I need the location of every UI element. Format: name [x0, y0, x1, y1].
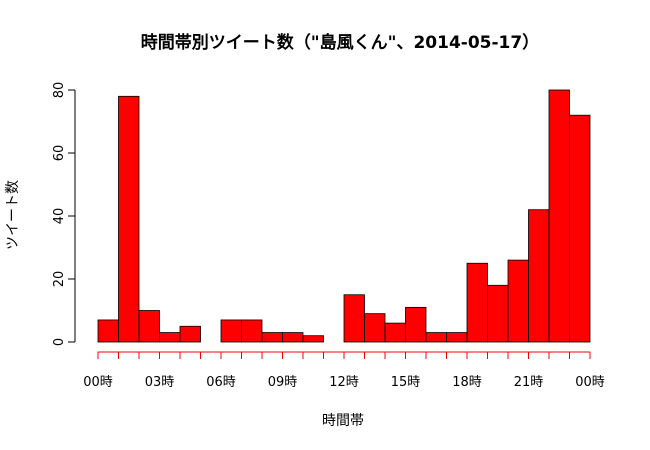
- bar-hour-22: [548, 89, 570, 343]
- y-tick-label-80: 80: [52, 82, 67, 99]
- x-tick-label-2: 06時: [206, 375, 236, 390]
- bar-hour-23: [569, 114, 591, 343]
- x-tick-label-7: 21時: [514, 375, 544, 390]
- bars-group: [97, 89, 591, 343]
- y-tick-label-60: 60: [52, 145, 67, 162]
- x-tick-label-3: 09時: [268, 375, 298, 390]
- bar-hour-15: [405, 306, 427, 343]
- bar-hour-14: [384, 322, 406, 343]
- bar-hour-8: [261, 332, 283, 343]
- x-tick-label-6: 18時: [452, 375, 482, 390]
- bar-hour-9: [282, 332, 304, 343]
- bar-hour-13: [364, 313, 386, 343]
- bar-hour-0: [97, 319, 119, 343]
- y-axis: 0 20 40 60 80: [52, 82, 76, 346]
- y-tick-label-20: 20: [52, 271, 67, 288]
- bar-hour-10: [302, 335, 324, 343]
- bar-hour-19: [487, 284, 509, 343]
- bar-hour-3: [159, 332, 181, 343]
- x-axis: 00時 03時 06時 09時 12時 15時 18時 21時 00時: [83, 351, 605, 390]
- bar-hour-4: [179, 325, 201, 343]
- bar-hour-2: [138, 310, 160, 343]
- y-axis-label: ツイート数: [5, 180, 21, 250]
- bar-hour-6: [220, 319, 242, 343]
- x-tick-label-0: 00時: [83, 375, 113, 390]
- bar-hour-7: [241, 319, 263, 343]
- chart-title: 時間帯別ツイート数（"島風くん"、2014-05-17）: [141, 32, 539, 53]
- y-tick-label-40: 40: [52, 208, 67, 225]
- bar-hour-18: [466, 262, 488, 343]
- x-tick-label-4: 12時: [329, 375, 359, 390]
- bar-hour-1: [118, 95, 140, 343]
- x-tick-label-5: 15時: [391, 375, 421, 390]
- x-axis-label: 時間帯: [322, 413, 364, 429]
- bar-hour-21: [528, 209, 550, 343]
- x-tick-label-1: 03時: [145, 375, 175, 390]
- bar-hour-16: [425, 332, 447, 343]
- x-tick-label-8: 00時: [575, 375, 605, 390]
- bar-hour-12: [343, 294, 365, 343]
- bar-hour-20: [507, 259, 529, 343]
- y-tick-label-0: 0: [52, 338, 67, 346]
- bar-hour-17: [446, 332, 468, 343]
